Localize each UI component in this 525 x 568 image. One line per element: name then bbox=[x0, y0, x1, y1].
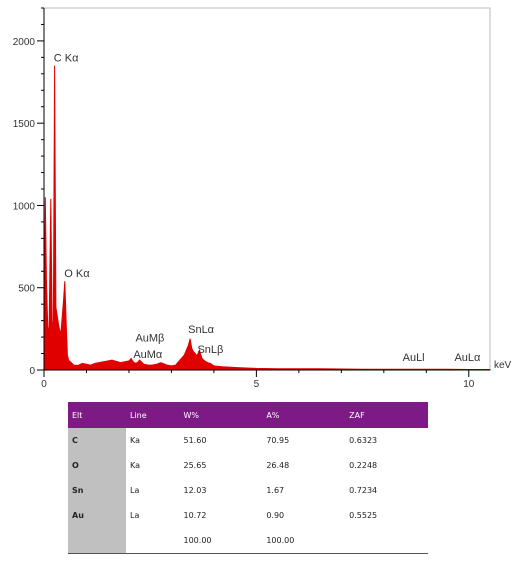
peak-label: SnLβ bbox=[197, 344, 223, 356]
table-cell: 1.67 bbox=[266, 486, 285, 495]
peak-label: AuMβ bbox=[135, 332, 164, 344]
x-tick-label: 5 bbox=[254, 379, 260, 390]
table-cell: Ka bbox=[130, 436, 141, 445]
table-row: Sn La 12.03 1.67 0.7234 bbox=[68, 478, 428, 503]
y-tick-label: 1500 bbox=[13, 119, 36, 130]
table-row: C Ka 51.60 70.95 0.6323 bbox=[68, 428, 428, 453]
x-tick-label: 10 bbox=[463, 379, 475, 390]
table-cell: 0.90 bbox=[266, 511, 285, 520]
table-cell: 100.00 bbox=[179, 528, 263, 554]
table-header-cell: ZAF bbox=[345, 402, 428, 428]
x-unit-label: keV bbox=[494, 360, 512, 371]
table-cell: 0.7234 bbox=[349, 486, 378, 495]
peak-label: AuLα bbox=[454, 352, 481, 364]
table-row: 100.00 100.00 bbox=[68, 528, 428, 554]
peak-label: AuLl bbox=[403, 352, 425, 364]
table-cell: 12.03 bbox=[183, 486, 207, 495]
composition-table: Elt Line W% A% ZAF C Ka 51.60 70.95 0.6323 O Ka 25.… bbox=[68, 402, 428, 554]
peak-label: O Kα bbox=[64, 268, 90, 280]
spectrum-line bbox=[43, 65, 491, 371]
table-cell: 100.00 bbox=[262, 528, 346, 554]
table-header-cell: Line bbox=[126, 402, 180, 428]
y-tick-label: 0 bbox=[29, 366, 35, 377]
x-tick-label: 0 bbox=[41, 379, 47, 390]
table-cell: 25.65 bbox=[183, 461, 207, 470]
eds-spectrum-chart: 0 500 1000 1500 2000 0 5 10 C Kα O Kα AuMβ AuMα SnLα… bbox=[13, 7, 512, 390]
y-tick-label: 2000 bbox=[13, 37, 36, 48]
y-tick-label: 1000 bbox=[13, 201, 36, 212]
peak-label: AuMα bbox=[133, 349, 163, 361]
table-cell: La bbox=[130, 511, 140, 520]
table-cell: La bbox=[130, 486, 140, 495]
table-header-cell: Elt bbox=[68, 402, 126, 428]
table-header-cell: W% bbox=[179, 402, 263, 428]
table-header-row: Elt Line W% A% ZAF bbox=[68, 402, 428, 428]
peak-label: SnLα bbox=[188, 324, 215, 336]
table-cell bbox=[126, 528, 180, 554]
table-row: Au La 10.72 0.90 0.5525 bbox=[68, 503, 428, 528]
table-cell bbox=[68, 528, 126, 554]
table-row: O Ka 25.65 26.48 0.2248 bbox=[68, 453, 428, 478]
table-cell: 10.72 bbox=[183, 511, 207, 520]
peak-label: C Kα bbox=[54, 53, 79, 65]
table-header-cell: A% bbox=[262, 402, 346, 428]
table-cell: Au bbox=[68, 503, 126, 528]
table-cell bbox=[345, 528, 428, 554]
table-cell: 70.95 bbox=[266, 436, 290, 445]
plot-frame bbox=[43, 7, 491, 371]
y-tick-label: 500 bbox=[18, 284, 35, 295]
tick-marks bbox=[37, 7, 470, 377]
table-cell: O bbox=[68, 453, 126, 478]
table-cell: 0.6323 bbox=[349, 436, 378, 445]
table-cell: 51.60 bbox=[183, 436, 207, 445]
table-cell: Ka bbox=[130, 461, 141, 470]
table-cell: Sn bbox=[68, 478, 126, 503]
table-cell: 0.2248 bbox=[349, 461, 378, 470]
table-cell: 26.48 bbox=[266, 461, 290, 470]
table-cell: 0.5525 bbox=[349, 511, 378, 520]
table-cell: C bbox=[68, 428, 126, 453]
